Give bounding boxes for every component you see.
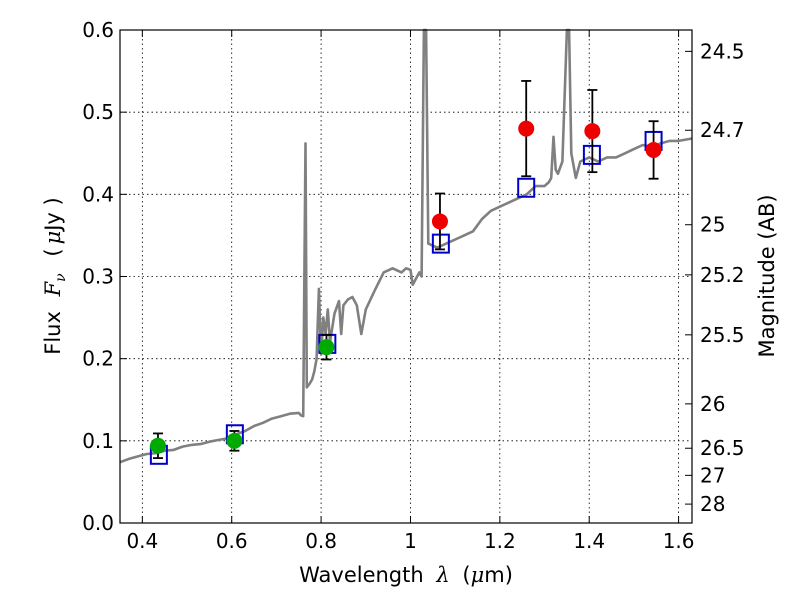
- y2-tick-label: 25.2: [700, 263, 745, 287]
- y-tick-label: 0.1: [82, 429, 114, 453]
- photometry-point: [518, 120, 535, 137]
- y2-tick-label: 27: [700, 463, 725, 487]
- spectrum-layer: [119, 28, 693, 464]
- y2-tick-label: 28: [700, 492, 725, 516]
- spectrum-line: [119, 28, 693, 464]
- y-axis-title: Flux Fν (μJy ): [41, 197, 70, 354]
- x-tick-label: 0.8: [305, 529, 337, 553]
- y-tick-label: 0.4: [82, 182, 114, 206]
- photometry-point: [318, 339, 335, 356]
- x-tick-label: 0.4: [126, 529, 158, 553]
- y2-tick-label: 26: [700, 392, 725, 416]
- photometry-point: [226, 432, 243, 449]
- x-tick-label: 1.6: [663, 529, 695, 553]
- photometry-point: [584, 123, 601, 140]
- y2-axis-title: Magnitude (AB): [755, 194, 779, 357]
- x-tick-label: 1: [404, 529, 417, 553]
- y-tick-label: 0.3: [82, 265, 114, 289]
- y2-tick-label: 24.7: [700, 118, 745, 142]
- photometry-point: [149, 437, 166, 454]
- x-tick-label: 0.6: [216, 529, 248, 553]
- photometry-point: [645, 141, 662, 158]
- y2-tick-label: 24.5: [700, 39, 745, 63]
- y-tick-label: 0.0: [82, 511, 114, 535]
- x-tick-label: 1.4: [573, 529, 605, 553]
- model-photometry-square: [517, 177, 536, 198]
- y-tick-label: 0.2: [82, 347, 114, 371]
- y2-tick-label: 26.5: [700, 436, 745, 460]
- y2-tick-label: 25: [700, 213, 725, 237]
- grid-layer: [120, 29, 692, 524]
- ticks-layer: 0.4 0.6 0.8 1 1.2 1.4 1.6 0.0 0.1 0.2 0.3 0.4 0.5 0.6…: [82, 18, 744, 553]
- markers-layer: [149, 80, 663, 465]
- photometry-point: [431, 213, 448, 230]
- y2-tick-label: 25.5: [700, 323, 745, 347]
- y-tick-label: 0.5: [82, 100, 114, 124]
- x-axis-title: Wavelength λ (μm): [299, 563, 513, 587]
- y-tick-label: 0.6: [82, 18, 114, 42]
- x-tick-label: 1.2: [484, 529, 516, 553]
